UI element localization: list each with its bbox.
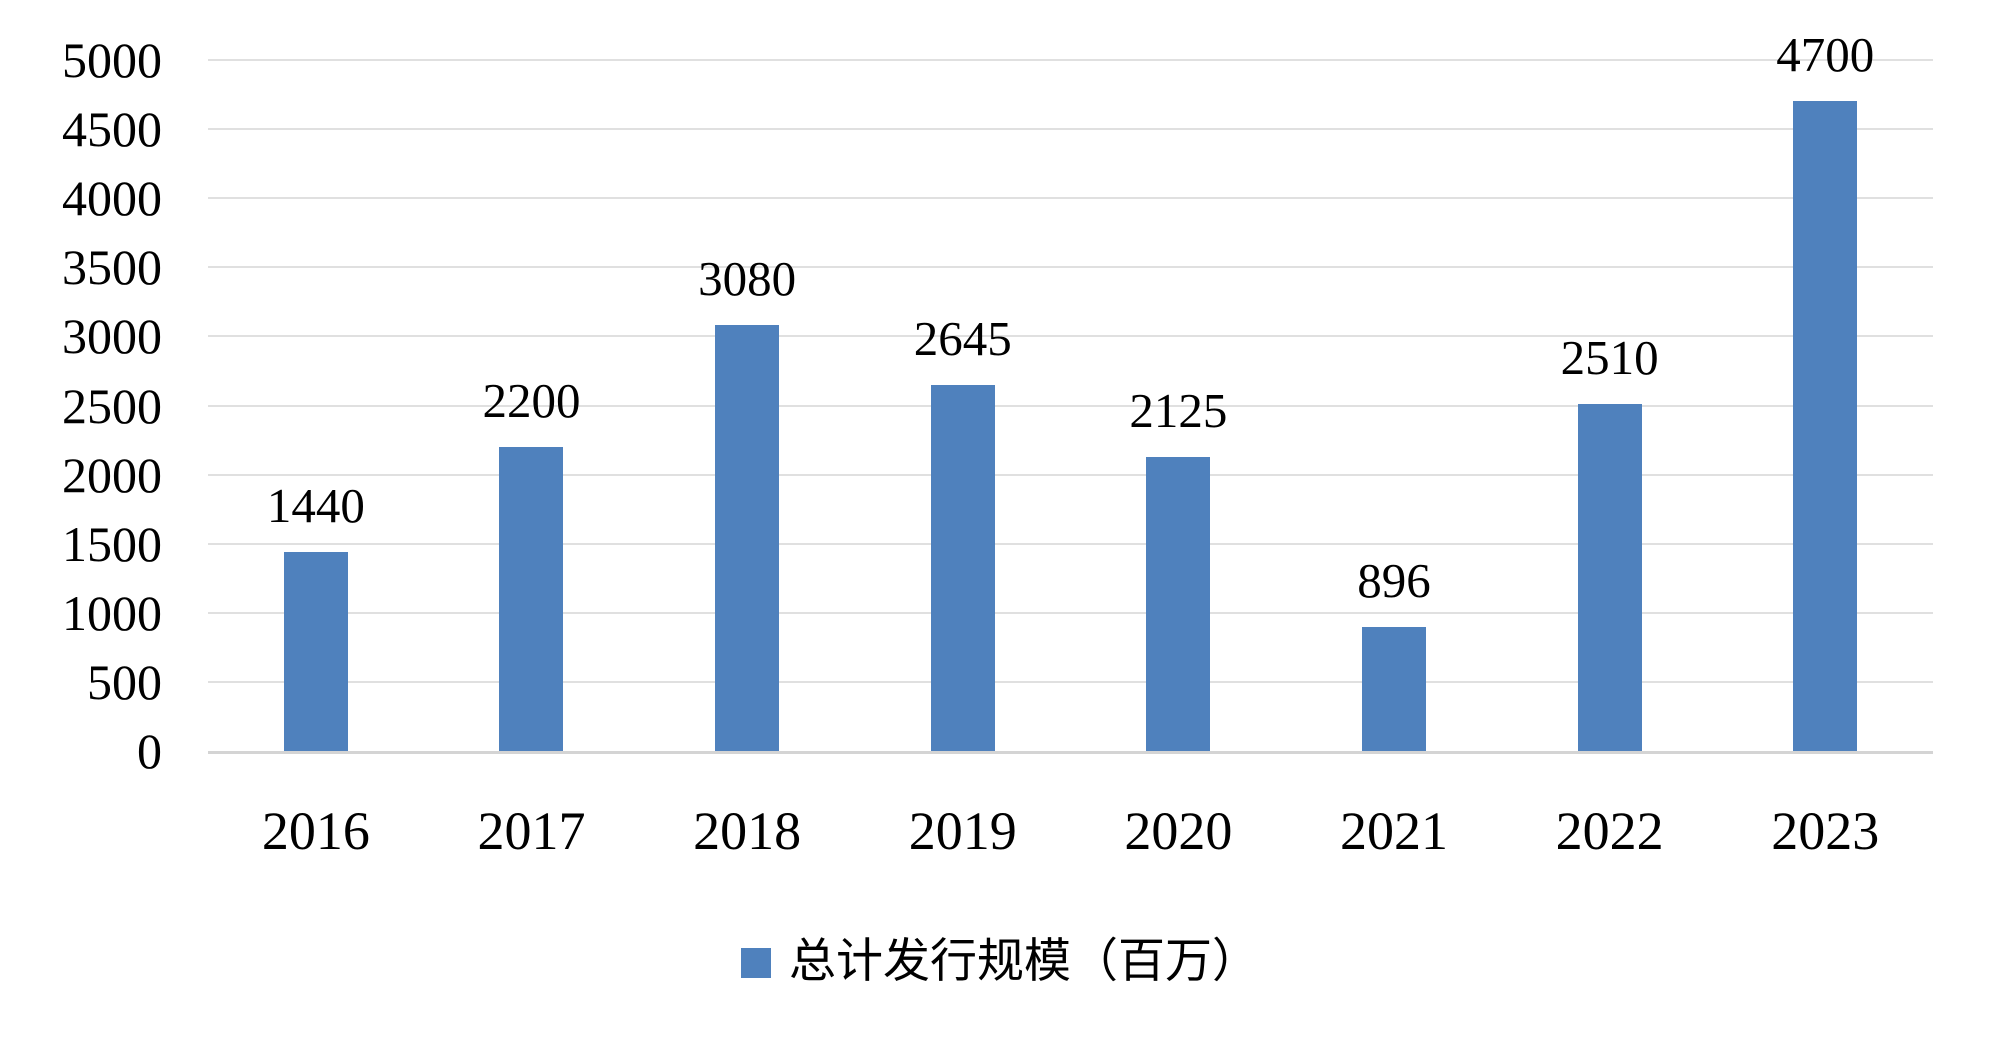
gridline: [208, 59, 1933, 61]
y-axis-tick-label: 4500: [62, 101, 162, 158]
gridline: [208, 335, 1933, 338]
y-axis-tick-label: 3000: [62, 308, 162, 365]
legend-color-swatch: [741, 948, 771, 978]
y-axis: 0 500 1000 1500 2000 2500 3000 3500 4000 4500 5000: [0, 34, 162, 777]
gridline: [208, 611, 1933, 614]
bar-2023: [1793, 101, 1858, 751]
y-axis-tick-label: 0: [137, 723, 162, 779]
y-axis-tick-label: 2500: [62, 377, 162, 434]
data-label-2017: 2200: [482, 372, 581, 428]
bar-2021: [1361, 627, 1426, 751]
x-axis-tick-label: 2023: [1771, 801, 1880, 861]
bar-2020: [1146, 457, 1211, 751]
x-axis-tick-label: 2020: [1124, 801, 1233, 861]
gridline: [208, 266, 1933, 269]
bar-2019: [930, 385, 995, 751]
y-axis-tick-label: 500: [87, 653, 162, 710]
x-axis-tick-label: 2016: [261, 801, 370, 861]
data-label-2018: 3080: [698, 251, 797, 307]
bar-2022: [1577, 404, 1642, 751]
bar-2017: [499, 446, 564, 751]
legend-series-label: 总计发行规模（百万）: [789, 936, 1259, 989]
gridline: [208, 473, 1933, 476]
data-label-2016: 1440: [266, 478, 365, 533]
gridline: [208, 128, 1933, 131]
x-axis-tick-label: 2017: [477, 801, 586, 861]
y-axis-tick-label: 1000: [62, 584, 162, 641]
gridline: [208, 197, 1933, 200]
y-axis-tick-label: 1500: [62, 515, 162, 572]
x-axis-tick-label: 2019: [908, 801, 1017, 861]
data-label-2021: 896: [1357, 553, 1431, 609]
data-label-2022: 2510: [1560, 330, 1659, 386]
gridline: [208, 680, 1933, 683]
x-axis-line: [208, 751, 1933, 754]
bar-2018: [715, 325, 780, 751]
y-axis-tick-label: 2000: [62, 446, 162, 503]
x-axis-tick-label: 2021: [1339, 801, 1448, 861]
data-label-2019: 2645: [913, 311, 1012, 367]
bar-2016: [283, 552, 348, 751]
legend: 总计发行规模（百万）: [0, 930, 2000, 996]
data-label-2020: 2125: [1129, 383, 1228, 439]
x-axis-tick-label: 2018: [693, 801, 802, 861]
data-label-2023: 4700: [1776, 27, 1875, 83]
y-axis-tick-label: 3500: [62, 239, 162, 296]
y-axis-tick-label: 5000: [62, 32, 162, 88]
y-axis-tick-label: 4000: [62, 170, 162, 227]
plot-area: 1440 2200 3080 2645 2125 896 2510 4700: [208, 30, 1933, 754]
gridline: [208, 404, 1933, 407]
x-axis-tick-label: 2022: [1555, 801, 1664, 861]
gridline: [208, 542, 1933, 545]
